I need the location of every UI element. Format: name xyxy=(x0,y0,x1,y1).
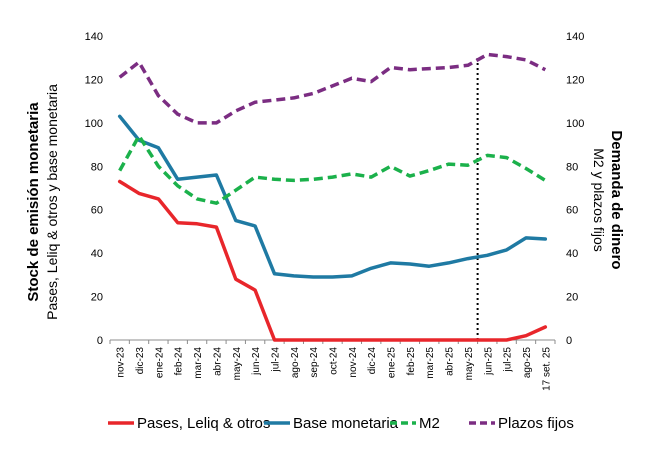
legend: Pases, Leliq & otros Base monetaria M2 Plaz… xyxy=(108,415,574,432)
x-category-label: may-25 xyxy=(464,347,475,381)
y-left-tick-label: 120 xyxy=(85,74,103,86)
y-right-tick-label: 20 xyxy=(566,292,578,304)
y-right-title: Demanda de dinero xyxy=(608,130,625,269)
y-left-subtitle: Pases, Leliq & otros y base monetaria xyxy=(44,84,60,320)
x-category-label: dic-23 xyxy=(135,347,146,375)
x-category-label: nov-24 xyxy=(348,347,359,378)
x-category-label: ene-25 xyxy=(387,347,398,379)
x-category-label: feb-25 xyxy=(406,347,417,376)
x-category-label: ene-24 xyxy=(154,347,165,379)
y-left-tick-label: 40 xyxy=(91,248,103,260)
x-category-label: oct-24 xyxy=(329,347,340,375)
x-category-label: 17 set. 25 xyxy=(541,347,552,391)
y-right-tick-label: 40 xyxy=(566,248,578,260)
legend-label-pases-leliq-otros: Pases, Leliq & otros xyxy=(137,415,270,432)
x-category-label: jul-25 xyxy=(503,347,514,373)
x-category-label: dic-24 xyxy=(367,347,378,375)
series-line-pases-leliq-otros xyxy=(117,179,548,342)
series-line-base-monetaria xyxy=(117,114,548,279)
y-right-tick-label: 60 xyxy=(566,205,578,217)
y-right-tick-label: 120 xyxy=(566,74,584,86)
x-category-label: nov-23 xyxy=(116,347,127,378)
x-category-label: abr-24 xyxy=(212,347,223,376)
y-right-tick-label: 0 xyxy=(566,335,572,347)
x-category-label: jun-24 xyxy=(251,347,262,376)
x-category-label: ago-24 xyxy=(290,347,301,379)
y-left-tick-label: 0 xyxy=(97,335,103,347)
legend-label-m2: M2 xyxy=(419,415,440,432)
axis-titles-layer: Stock de emisión monetaria Pases, Leliq &… xyxy=(25,84,625,320)
y-left-tick-label: 60 xyxy=(91,205,103,217)
x-category-label: jun-25 xyxy=(483,347,494,376)
y-right-tick-label: 100 xyxy=(566,118,584,130)
x-category-label: may-24 xyxy=(232,347,243,381)
y-right-subtitle: M2 y plazos fijos xyxy=(591,148,607,251)
y-right-tick-label: 140 xyxy=(566,31,584,43)
y-left-tick-label: 100 xyxy=(85,118,103,130)
legend-label-plazos-fijos: Plazos fijos xyxy=(498,415,574,432)
series-line-m2 xyxy=(118,134,547,205)
series-layer xyxy=(117,52,548,342)
x-category-label: sep-24 xyxy=(309,347,320,378)
y-left-title: Stock de emisión monetaria xyxy=(25,102,42,302)
x-category-label: abr-25 xyxy=(445,347,456,376)
legend-label-base-monetaria: Base monetaria xyxy=(293,415,399,432)
x-category-label: mar-25 xyxy=(425,347,436,379)
x-category-label: ago-25 xyxy=(522,347,533,379)
y-left-tick-label: 140 xyxy=(85,31,103,43)
series-line-plazos-fijos xyxy=(118,52,547,125)
x-category-label: jul-24 xyxy=(270,347,281,373)
y-left-tick-label: 20 xyxy=(91,292,103,304)
x-category-label: mar-24 xyxy=(193,347,204,379)
y-left-tick-label: 80 xyxy=(91,161,103,173)
y-right-tick-label: 80 xyxy=(566,161,578,173)
x-category-label: feb-24 xyxy=(174,347,185,376)
